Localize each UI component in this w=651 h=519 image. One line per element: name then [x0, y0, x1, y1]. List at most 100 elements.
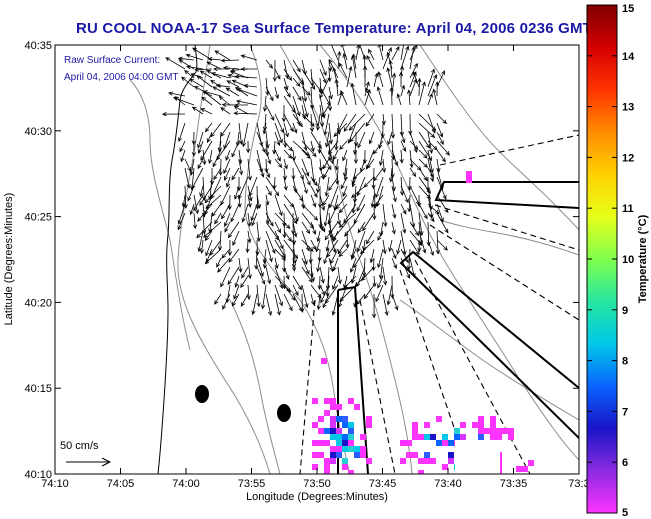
- current-arrow: [193, 194, 199, 215]
- current-arrow: [292, 122, 298, 134]
- current-arrow: [427, 212, 435, 223]
- current-arrow: [300, 293, 305, 314]
- current-arrow: [427, 203, 440, 215]
- current-arrow: [265, 293, 273, 316]
- current-arrow: [234, 275, 240, 288]
- current-arrow: [222, 65, 240, 70]
- current-arrow: [400, 203, 407, 215]
- current-arrow: [187, 185, 195, 202]
- current-arrow: [409, 221, 420, 237]
- current-arrow: [251, 293, 258, 316]
- current-arrow: [281, 104, 286, 123]
- current-arrow: [191, 106, 204, 115]
- current-arrow: [292, 86, 302, 102]
- current-arrow: [265, 194, 270, 206]
- current-arrow: [283, 68, 293, 82]
- current-arrow: [337, 239, 348, 255]
- current-arrow: [406, 89, 412, 106]
- current-arrow: [283, 158, 288, 170]
- current-arrow: [262, 257, 268, 270]
- current-arrow: [262, 122, 267, 135]
- current-arrow: [232, 230, 240, 247]
- current-arrow: [256, 221, 261, 243]
- current-arrow: [362, 257, 367, 278]
- current-arrow: [319, 86, 331, 107]
- current-arrow: [391, 45, 400, 61]
- current-arrow: [338, 203, 348, 214]
- current-arrow: [328, 86, 333, 100]
- x-tick-label: 73:40: [434, 478, 462, 490]
- current-arrow: [334, 131, 339, 151]
- current-arrow: [227, 266, 240, 286]
- current-arrow: [371, 293, 377, 319]
- current-arrow: [351, 194, 357, 214]
- current-arrow: [342, 53, 348, 70]
- current-arrow: [339, 284, 357, 302]
- current-arrow: [191, 167, 204, 190]
- current-arrow: [348, 113, 366, 131]
- current-arrow: [321, 104, 330, 118]
- current-arrow: [335, 167, 340, 186]
- station-marker: [277, 404, 291, 422]
- current-arrow: [206, 61, 222, 70]
- current-arrow: [265, 203, 270, 225]
- current-arrow: [301, 140, 317, 158]
- current-arrow: [178, 122, 186, 143]
- current-arrow: [338, 62, 348, 79]
- current-arrow: [227, 221, 240, 239]
- current-arrow: [409, 167, 417, 178]
- current-arrow: [372, 203, 377, 221]
- current-arrow: [400, 84, 406, 97]
- current-arrow: [417, 77, 422, 97]
- current-arrow: [256, 131, 266, 154]
- current-arrow: [274, 239, 286, 259]
- current-arrow: [409, 45, 416, 70]
- current-arrow: [400, 45, 410, 70]
- colorbar-title: Temperature (°C): [637, 214, 649, 303]
- current-arrow: [301, 95, 309, 118]
- current-arrow: [391, 293, 399, 311]
- current-arrow: [274, 230, 284, 250]
- current-arrow: [204, 230, 213, 242]
- current-arrow: [427, 167, 434, 178]
- current-arrow: [265, 239, 273, 263]
- current-arrow: [372, 275, 377, 288]
- current-arrow: [228, 248, 240, 263]
- current-arrow: [207, 57, 222, 62]
- current-arrow: [350, 54, 357, 79]
- current-arrow: [364, 88, 371, 106]
- current-arrow: [201, 96, 213, 106]
- current-arrow: [301, 176, 308, 195]
- current-arrow: [349, 122, 366, 143]
- current-arrow: [345, 230, 350, 249]
- current-arrow: [204, 122, 213, 133]
- current-arrow: [323, 248, 330, 265]
- current-arrow: [328, 176, 339, 192]
- current-arrow: [191, 140, 196, 157]
- x-tick-label: 73:35: [500, 478, 528, 490]
- current-arrow: [301, 158, 310, 177]
- x-axis-ticks: 74:10 74:05 74:00 73:55 73:50 73:45 73:40 73:35…: [41, 45, 590, 490]
- current-arrow: [206, 131, 213, 144]
- current-arrow: [292, 59, 301, 73]
- current-arrow: [241, 266, 249, 279]
- y-tick-label: 40:15: [24, 383, 52, 395]
- station-marker: [195, 385, 209, 403]
- current-arrow: [435, 81, 440, 97]
- current-arrow: [331, 293, 339, 316]
- current-arrow: [212, 149, 222, 168]
- current-arrow: [301, 266, 313, 283]
- current-arrow: [436, 194, 449, 214]
- colorbar-tick-label: 14: [622, 51, 635, 63]
- current-arrow: [436, 113, 447, 125]
- current-arrow: [168, 91, 186, 97]
- current-arrow: [197, 203, 213, 222]
- current-arrow: [324, 176, 330, 197]
- current-arrow: [346, 65, 353, 88]
- current-arrow: [238, 158, 244, 176]
- current-arrow: [436, 140, 451, 156]
- current-arrow: [324, 131, 330, 148]
- current-arrow: [377, 71, 384, 88]
- current-arrow: [265, 86, 274, 102]
- current-arrow: [291, 149, 296, 162]
